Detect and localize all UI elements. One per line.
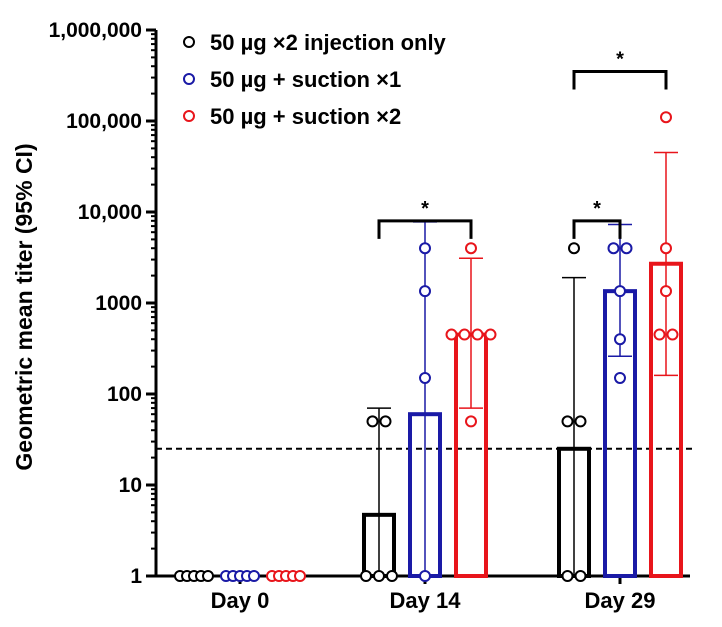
data-point — [660, 111, 672, 124]
bars — [179, 151, 683, 579]
y-tick-label: 1000 — [95, 292, 142, 315]
data-point — [484, 328, 497, 341]
data-point — [419, 570, 431, 582]
data-point — [360, 570, 372, 582]
data-points — [174, 111, 679, 582]
data-point — [568, 242, 580, 255]
x-category-label: Day 0 — [211, 588, 270, 613]
legend-marker — [183, 36, 195, 48]
data-point — [465, 415, 477, 428]
legend-label: 50 µg + suction ×2 — [210, 104, 401, 129]
data-point — [660, 285, 672, 298]
data-point — [386, 570, 398, 582]
significance-bracket — [572, 219, 622, 239]
data-point — [607, 242, 620, 255]
y-tick-label: 100,000 — [66, 110, 142, 133]
data-point — [458, 328, 471, 341]
significance-brackets: * * * — [377, 48, 668, 239]
y-tick-label: 10 — [119, 474, 142, 497]
y-axis: 1 10 100 1000 10,000 100,000 1,000,000 — [49, 19, 158, 588]
significance-label: * — [593, 198, 601, 220]
y-axis-title: Geometric mean titer (95% CI) — [11, 143, 37, 470]
significance-label: * — [616, 48, 624, 70]
data-point — [419, 371, 431, 384]
data-point — [574, 570, 587, 582]
legend-marker — [183, 110, 195, 122]
data-point — [620, 242, 633, 255]
data-point — [445, 328, 458, 341]
legend-label: 50 µg + suction ×1 — [210, 67, 401, 92]
y-tick-label: 1,000,000 — [49, 19, 142, 42]
data-point — [653, 328, 666, 341]
data-point — [574, 415, 587, 428]
legend-marker — [183, 73, 195, 85]
data-point — [561, 415, 574, 428]
data-point — [471, 328, 484, 341]
data-point — [666, 328, 679, 341]
data-point — [366, 415, 379, 428]
data-point — [202, 570, 214, 582]
legend-label: 50 µg ×2 injection only — [210, 30, 447, 55]
data-point — [465, 242, 477, 255]
significance-bracket — [377, 219, 473, 239]
data-point — [373, 570, 385, 582]
legend: 50 µg ×2 injection only 50 µg + suction ×… — [183, 30, 447, 129]
y-tick-label: 1 — [130, 565, 142, 588]
significance-label: * — [421, 198, 429, 220]
y-tick-label: 10,000 — [78, 201, 142, 224]
data-point — [614, 333, 626, 346]
data-point — [419, 285, 431, 298]
significance-bracket — [572, 69, 668, 90]
data-point — [419, 242, 431, 255]
data-point — [614, 285, 626, 298]
y-tick-label: 100 — [107, 383, 142, 406]
data-point — [561, 570, 574, 582]
data-point — [248, 570, 260, 582]
x-category-label: Day 29 — [585, 588, 656, 613]
data-point — [614, 371, 626, 384]
data-point — [379, 415, 392, 428]
data-point — [660, 242, 672, 255]
data-point — [294, 570, 306, 582]
x-category-label: Day 14 — [390, 588, 462, 613]
